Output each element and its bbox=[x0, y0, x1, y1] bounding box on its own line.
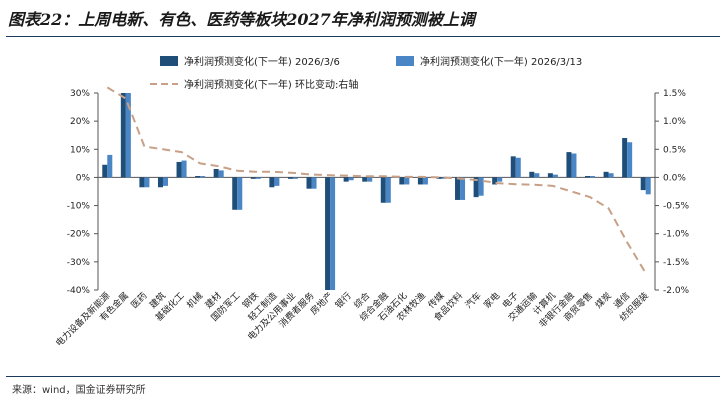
bar-series1 bbox=[547, 173, 553, 178]
bar-series1 bbox=[399, 177, 405, 185]
bar-series2 bbox=[515, 157, 521, 178]
left-tick-label: 20% bbox=[70, 117, 90, 127]
bar-series1 bbox=[213, 168, 219, 178]
left-tick-label: -20% bbox=[67, 230, 91, 240]
bar-series2 bbox=[497, 177, 503, 182]
bar-series1 bbox=[566, 152, 572, 178]
line-series-path bbox=[106, 86, 647, 274]
bar-series2 bbox=[107, 154, 113, 178]
right-tick-label: -1.5% bbox=[663, 258, 690, 268]
bar-series2 bbox=[608, 173, 614, 178]
right-tick-label: -2.0% bbox=[663, 286, 690, 296]
left-tick-label: -10% bbox=[67, 202, 91, 212]
bar-series1 bbox=[287, 177, 293, 179]
bar-series2 bbox=[162, 177, 168, 186]
bars bbox=[102, 93, 651, 290]
category-label: 机械 bbox=[184, 290, 205, 311]
bar-series1 bbox=[622, 138, 628, 178]
bar-series2 bbox=[237, 177, 243, 210]
bar-series2 bbox=[144, 177, 150, 188]
left-tick-label: 0% bbox=[76, 173, 91, 183]
bar-series1 bbox=[455, 177, 461, 200]
left-tick-label: -40% bbox=[67, 286, 91, 296]
bar-series1 bbox=[306, 177, 312, 189]
right-tick-label: -0.5% bbox=[663, 202, 690, 212]
legend-label-line: 净利润预测变化(下一年) 环比变动:右轴 bbox=[184, 78, 358, 91]
right-tick-label: 1.0% bbox=[663, 117, 686, 127]
title-divider bbox=[6, 36, 720, 37]
bar-series1 bbox=[417, 177, 423, 185]
bar-series1 bbox=[195, 176, 201, 178]
bar-series2 bbox=[404, 177, 410, 185]
chart-title: 图表22：上周电新、有色、医药等板块2027年净利润预测被上调 bbox=[8, 10, 475, 29]
right-tick-label: 0.5% bbox=[663, 145, 686, 155]
legend-swatch-series1 bbox=[160, 56, 178, 66]
bar-series1 bbox=[510, 156, 516, 178]
bar-series1 bbox=[120, 93, 126, 178]
bar-series1 bbox=[232, 177, 238, 210]
bar-series2 bbox=[534, 173, 540, 178]
category-label: 银行 bbox=[333, 290, 354, 311]
category-label: 汽车 bbox=[463, 290, 484, 311]
bar-series2 bbox=[422, 177, 428, 185]
bar-series2 bbox=[590, 176, 596, 178]
bar-series2 bbox=[200, 176, 206, 178]
legend-swatch-series2 bbox=[396, 56, 414, 66]
bar-series1 bbox=[250, 177, 256, 179]
category-label: 医药 bbox=[129, 290, 150, 311]
source-note: 来源：wind，国金证券研究所 bbox=[12, 385, 146, 396]
chart: 净利润预测变化(下一年) 2026/3/6 净利润预测变化(下一年) 2026/3… bbox=[53, 55, 690, 349]
source-divider bbox=[6, 376, 720, 377]
bar-series1 bbox=[380, 177, 386, 203]
bar-series1 bbox=[102, 164, 108, 178]
bar-series2 bbox=[218, 170, 224, 178]
bar-series2 bbox=[627, 142, 633, 178]
bar-series2 bbox=[330, 177, 336, 290]
bar-series1 bbox=[640, 177, 646, 191]
legend-label-series1: 净利润预测变化(下一年) 2026/3/6 bbox=[184, 55, 340, 68]
bar-series1 bbox=[269, 177, 275, 188]
category-label: 家电 bbox=[481, 290, 502, 311]
bar-series2 bbox=[292, 177, 298, 179]
bar-series2 bbox=[552, 174, 558, 178]
bar-series2 bbox=[478, 177, 484, 196]
bar-series2 bbox=[125, 93, 131, 178]
bar-series1 bbox=[585, 176, 591, 178]
bar-series2 bbox=[255, 177, 261, 179]
legend: 净利润预测变化(下一年) 2026/3/6 净利润预测变化(下一年) 2026/3… bbox=[150, 55, 582, 91]
bar-series2 bbox=[571, 153, 577, 178]
left-tick-label: 10% bbox=[70, 145, 90, 155]
bar-series1 bbox=[492, 177, 498, 185]
bar-series1 bbox=[362, 177, 368, 182]
bar-series2 bbox=[385, 177, 391, 203]
bar-series2 bbox=[645, 177, 651, 195]
bar-series2 bbox=[311, 177, 317, 189]
bar-series1 bbox=[529, 171, 535, 178]
line-series bbox=[106, 86, 647, 274]
right-tick-label: 1.5% bbox=[663, 89, 686, 99]
bar-series2 bbox=[348, 177, 354, 181]
bar-series2 bbox=[460, 177, 466, 200]
bar-series2 bbox=[181, 160, 187, 178]
bar-series1 bbox=[176, 161, 182, 178]
bar-series2 bbox=[274, 177, 280, 186]
left-tick-label: 30% bbox=[70, 89, 90, 99]
bar-series2 bbox=[367, 177, 373, 182]
axes: 30% 20% 10% 0% -10% -20% -30% -40% 1.5% 1.0% 0.5% 0… bbox=[67, 89, 690, 296]
bar-series1 bbox=[343, 177, 349, 182]
right-tick-label: -1.0% bbox=[663, 230, 690, 240]
bar-series1 bbox=[473, 177, 479, 198]
category-labels: 电力设备及新能源有色金属医药建筑基础化工机械建材国防军工钢铁轻工制造电力及公用事… bbox=[53, 290, 651, 349]
bar-series1 bbox=[603, 171, 609, 178]
bar-series1 bbox=[139, 177, 145, 188]
bar-series1 bbox=[157, 177, 163, 188]
bar-series1 bbox=[325, 177, 331, 290]
legend-label-series2: 净利润预测变化(下一年) 2026/3/13 bbox=[420, 55, 582, 68]
right-tick-label: 0.0% bbox=[663, 173, 686, 183]
category-label: 煤炭 bbox=[592, 290, 613, 311]
bar-series1 bbox=[436, 177, 442, 179]
left-tick-label: -30% bbox=[67, 258, 91, 268]
